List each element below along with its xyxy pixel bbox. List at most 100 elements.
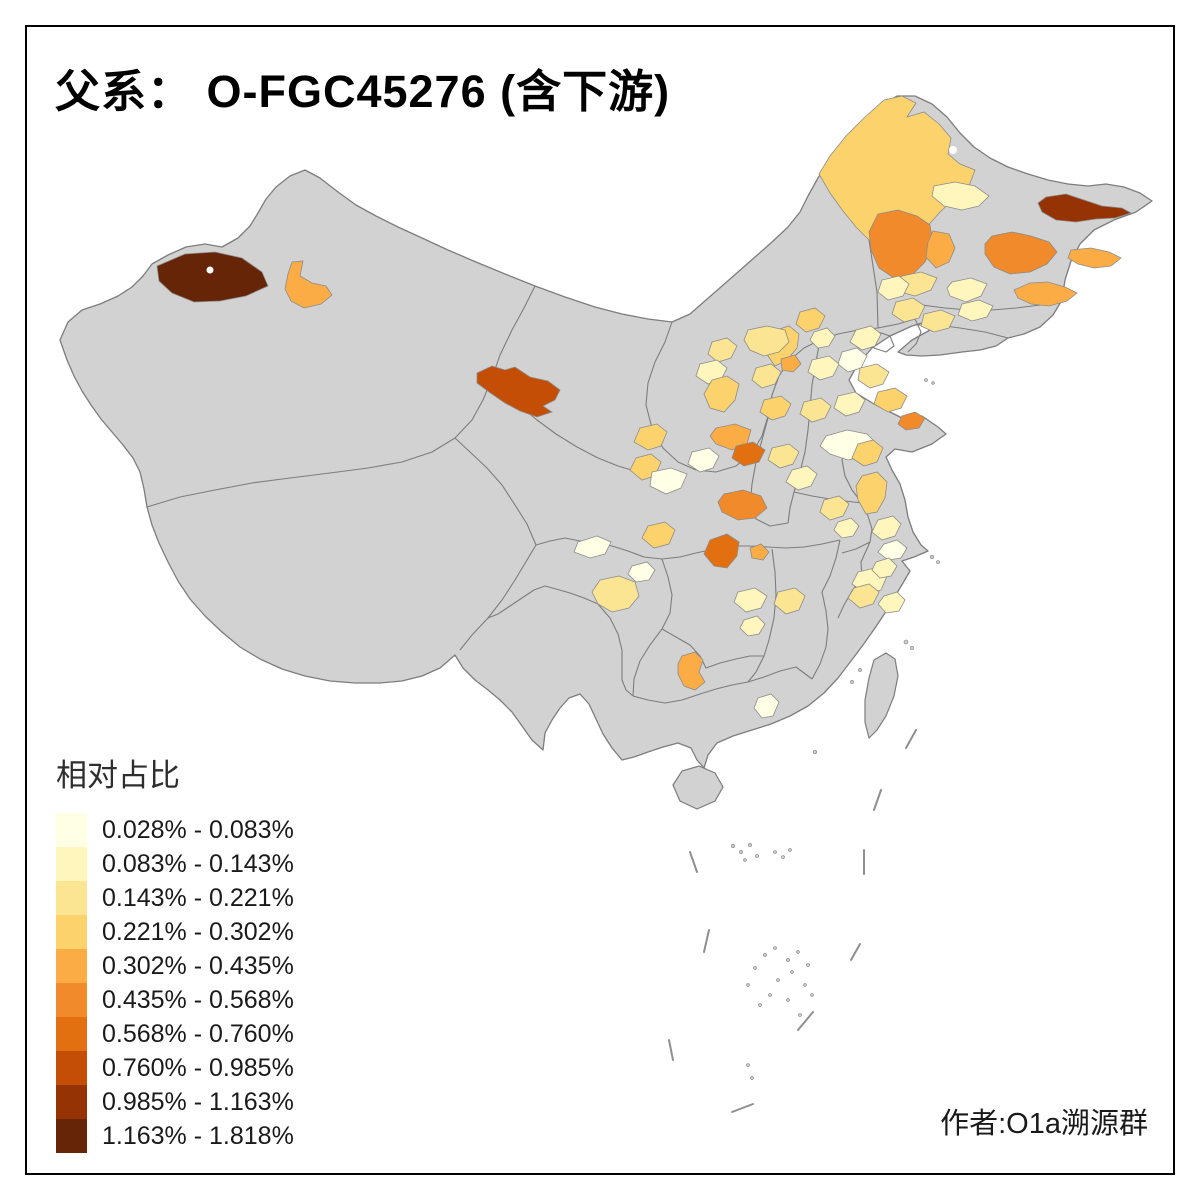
legend-label: 0.568% - 0.760% [102,1019,294,1048]
region-patch [717,489,768,521]
legend-swatch [56,949,87,983]
region-patch [753,693,780,719]
region-patch [687,447,720,473]
region-patch [627,561,656,583]
legend-item: 0.302% - 0.435% [56,949,294,983]
choropleth-patches [156,95,1133,719]
legend-label: 0.302% - 0.435% [102,951,294,980]
region-patch [649,467,688,495]
legend-swatch [56,813,87,847]
page-title: 父系： O-FGC45276 (含下游) [55,66,671,117]
hainan-island [672,765,724,810]
region-patch [703,375,740,413]
legend-label: 0.435% - 0.568% [102,985,294,1014]
region-patch [799,397,832,423]
region-patch [767,443,800,469]
region-patch [785,465,818,491]
region-patch [877,539,908,561]
region-patch [871,557,898,579]
region-patch [633,423,668,451]
region-patch [677,651,706,691]
region-patch [931,181,990,211]
region-patch [833,391,866,417]
legend-swatch [56,1051,87,1085]
region-patch [1013,281,1078,307]
region-patch [591,575,640,613]
region-patch [877,591,906,614]
legend-label: 0.760% - 0.985% [102,1053,294,1082]
region-patch [819,495,850,521]
region-patch [957,299,994,322]
legend-swatch [56,1017,87,1051]
legend-item: 0.568% - 0.760% [56,1017,294,1051]
legend-swatch [56,1119,87,1153]
legend-item: 0.760% - 0.985% [56,1051,294,1085]
region-patch [284,260,333,309]
legend-label: 0.028% - 0.083% [102,815,294,844]
legend-item: 0.028% - 0.083% [56,813,294,847]
region-patch [751,363,782,389]
region-patch [743,325,790,357]
region-patch [946,277,988,303]
region-patch [780,354,802,373]
legend-label: 0.985% - 1.163% [102,1087,294,1116]
legend-item: 0.985% - 1.163% [56,1085,294,1119]
lake-hulun [949,146,957,154]
legend-label: 0.143% - 0.221% [102,883,294,912]
region-patch [877,275,910,301]
legend-item: 0.435% - 0.568% [56,983,294,1017]
legend-title: 相对占比 [56,758,180,793]
region-patch [773,587,806,615]
region-patch [749,543,770,561]
region-patch [897,411,926,431]
taiwan-island [864,652,899,740]
region-patch [925,230,956,269]
legend-swatch [56,847,87,881]
region-patch [476,365,561,418]
region-patch [733,587,768,613]
region-patch [855,471,888,515]
region-patch [868,209,934,279]
region-patch [731,441,766,467]
region-patch [809,327,836,349]
legend-item: 1.163% - 1.818% [56,1119,294,1153]
legend-swatch [56,983,87,1017]
legend-label: 1.163% - 1.818% [102,1121,294,1150]
legend-item: 0.083% - 0.143% [56,847,294,881]
region-patch [759,395,792,421]
legend-label: 0.083% - 0.143% [102,849,294,878]
legend-item: 0.221% - 0.302% [56,915,294,949]
region-patch [873,387,908,413]
region-patch [871,515,902,541]
small-islands [730,378,940,1080]
region-patch [857,363,890,389]
region-patch [1037,193,1133,223]
region-patch [795,307,826,333]
legend-item: 0.143% - 0.221% [56,881,294,915]
lakes [206,146,957,274]
region-patch [818,95,976,262]
region-patch [851,439,884,467]
legend-swatch [56,1085,87,1119]
region-patch [920,309,956,333]
legend-swatch [56,881,87,915]
region-patch [891,297,926,323]
region-patch [847,583,880,609]
mainland-group [59,95,1153,810]
region-patch [573,535,612,559]
region-patch [703,533,740,569]
lake-nw [206,266,214,274]
region-patch [833,517,860,539]
region-patch [641,521,676,549]
author-credit: 作者:O1a溯源群 [940,1108,1148,1140]
region-patch [849,325,882,351]
legend-items: 0.028% - 0.083% 0.083% - 0.143% 0.143% - 0… [56,813,294,1153]
legend-label: 0.221% - 0.302% [102,917,294,946]
region-patch [707,337,738,363]
legend: 相对占比 0.028% - 0.083% 0.083% - 0.143% 0.143… [56,750,294,1153]
region-patch [1067,247,1122,269]
dash-line-segments [668,729,917,1113]
region-patch [739,615,766,637]
region-patch [807,355,840,381]
